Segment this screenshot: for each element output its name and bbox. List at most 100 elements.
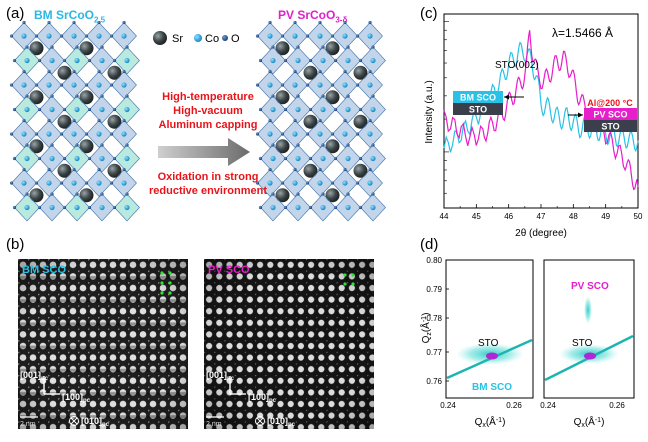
pv-title-text: PV SrCoO xyxy=(278,8,336,22)
o-atom xyxy=(305,34,310,38)
o-atom xyxy=(50,143,54,147)
o-atom xyxy=(87,205,92,210)
rsm-ylabel: Qz(Å-1) xyxy=(420,313,433,344)
co-atom xyxy=(317,33,323,39)
o-atom xyxy=(122,167,126,172)
svg-text:0.24: 0.24 xyxy=(540,401,556,410)
co-atom xyxy=(96,33,102,39)
co-atom xyxy=(370,155,376,162)
process-line-2: High-vacuum xyxy=(173,105,243,117)
o-atom xyxy=(37,156,42,161)
co-atom xyxy=(71,131,77,137)
rsm-left-peak xyxy=(486,352,498,360)
o-atom xyxy=(358,205,363,210)
co-atom xyxy=(345,204,351,211)
co-atom xyxy=(345,155,351,162)
o-atom xyxy=(318,118,322,123)
o-atom xyxy=(59,132,64,136)
sr-atom xyxy=(107,114,122,129)
co-atom xyxy=(270,57,276,64)
o-atom xyxy=(109,83,114,87)
co-atom xyxy=(74,57,80,64)
o-atom xyxy=(255,132,260,136)
pv-stem-shade xyxy=(204,259,374,429)
svg-text:0.24: 0.24 xyxy=(440,401,456,410)
o-atom xyxy=(109,132,114,136)
pv-box-bottom xyxy=(584,120,637,132)
pv-axes xyxy=(229,376,246,395)
o-atom xyxy=(112,58,117,63)
o-atom xyxy=(34,83,39,87)
o-atom xyxy=(296,45,300,49)
sr-atom xyxy=(79,139,94,154)
o-atom xyxy=(330,132,335,136)
co-atom xyxy=(96,180,102,186)
o-atom xyxy=(75,94,79,98)
o-atom xyxy=(109,181,114,185)
o-atom xyxy=(258,205,263,210)
sr-atom xyxy=(325,139,340,154)
o-atom xyxy=(318,167,322,172)
pv-box-top xyxy=(584,108,637,120)
rsm-xlabel-right: Qx(Å-1) xyxy=(574,415,605,429)
o-atom xyxy=(22,20,26,25)
bm-box-arrowhead xyxy=(504,94,509,100)
xrd-ylabel: Intensity (a.u.) xyxy=(424,80,435,143)
o-atom xyxy=(318,20,322,25)
crystal-structures: Sr Co O High-temperature High-vacuum Alu… xyxy=(9,20,386,222)
co-atom xyxy=(21,82,27,88)
co-atom xyxy=(317,131,323,137)
co-atom xyxy=(24,57,30,64)
co-atom xyxy=(74,155,80,162)
rsm-right-pv: PV SCO xyxy=(571,281,609,292)
sr-atom xyxy=(303,163,318,178)
svg-text:0.26: 0.26 xyxy=(609,401,625,410)
o-atom xyxy=(87,58,92,63)
o-atom xyxy=(371,94,375,98)
sr-atom xyxy=(353,65,368,80)
o-atom xyxy=(109,34,114,38)
rsm-left-sto: STO xyxy=(478,338,499,349)
o-atom xyxy=(9,83,14,87)
sr-atom xyxy=(275,188,290,203)
bm-unit-cell-markers xyxy=(160,271,172,295)
o-atom xyxy=(280,132,285,136)
co-atom xyxy=(49,204,55,211)
co-atom xyxy=(96,131,102,137)
co-atom xyxy=(342,82,348,88)
o-atom xyxy=(283,107,288,112)
o-atom xyxy=(318,69,322,74)
co-atom xyxy=(71,82,77,88)
o-atom xyxy=(343,20,347,25)
o-legend-label: O xyxy=(231,33,240,45)
o-atom xyxy=(75,45,79,49)
co-atom xyxy=(24,204,30,211)
process-line-3: Aluminum capping xyxy=(159,119,258,131)
o-atom xyxy=(321,45,325,49)
pv-dir-100: [100]pc xyxy=(248,392,277,404)
sr-atom xyxy=(29,41,44,56)
o-atom xyxy=(296,143,300,147)
o-atom xyxy=(330,83,335,87)
o-atom xyxy=(346,143,350,147)
o-atom xyxy=(343,69,347,74)
o-atom xyxy=(97,69,101,74)
svg-text:0.78: 0.78 xyxy=(426,314,442,323)
bm-box-top xyxy=(453,91,503,103)
co-atom xyxy=(124,106,130,113)
o-atom xyxy=(355,34,360,38)
xrd-xtick-label: 49 xyxy=(601,212,610,221)
o-atom xyxy=(34,132,39,136)
o-atom xyxy=(368,69,372,74)
o-atom xyxy=(321,94,325,98)
o-atom xyxy=(122,20,126,25)
rsm-right-sto: STO xyxy=(572,338,593,349)
co-atom xyxy=(292,33,298,39)
o-atom xyxy=(333,205,338,210)
o-atom xyxy=(100,192,104,196)
o-atom xyxy=(100,94,104,98)
co-atom xyxy=(71,33,77,39)
pv-dir-001: [001]pc xyxy=(206,370,235,382)
co-atom xyxy=(295,106,301,113)
rsm-maps: STO BM SCO STO PV SCO 0.80 0.79 0.78 0.7… xyxy=(420,256,635,429)
